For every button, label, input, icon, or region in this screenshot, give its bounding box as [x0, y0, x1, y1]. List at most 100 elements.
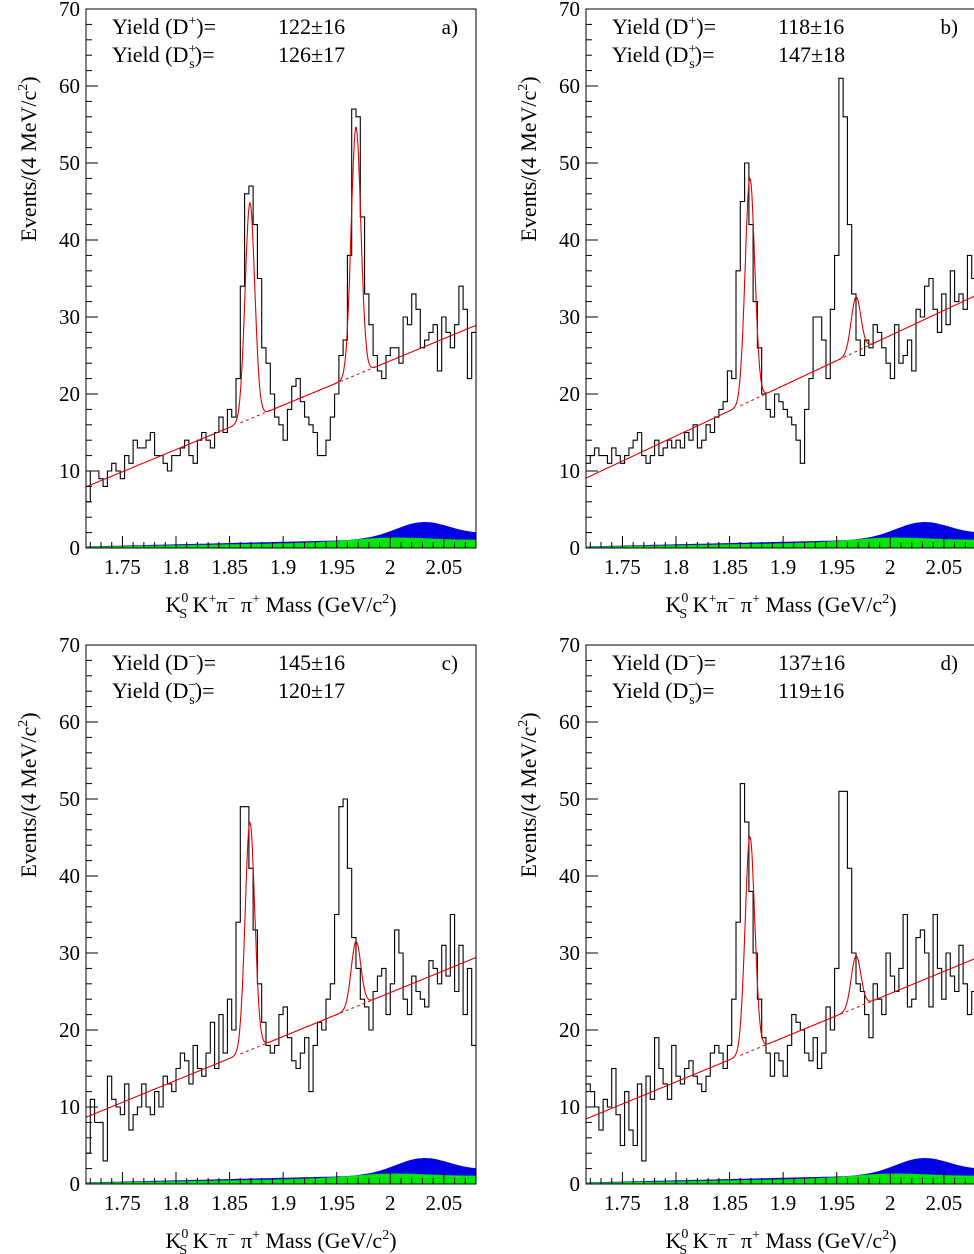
y-tick-label: 0	[70, 536, 81, 560]
x-tick-label: 1.8	[163, 1191, 189, 1215]
panel-tag: b)	[941, 15, 959, 39]
y-tick-label: 40	[559, 864, 580, 888]
y-axis-title: Events/(4 MeV/c2)	[516, 76, 541, 241]
yield-value: 122±16	[278, 14, 345, 39]
background-green-band	[86, 537, 476, 548]
plot-frame	[85, 8, 477, 549]
y-tick-label: 50	[559, 151, 580, 175]
yield-value: 118±16	[778, 14, 844, 39]
x-tick-label: 1.85	[211, 555, 248, 579]
x-tick-label: 1.9	[270, 1191, 296, 1215]
panel-a: 0 10 20 30 40 50 60 70 1.75 1.8 1.85 1.9 1.95 2 2.05 Ev…	[16, 0, 477, 622]
background-green-band	[86, 1173, 476, 1184]
panel-d: 0 10 20 30 40 50 60 70 1.75 1.8 1.85 1.9 1.95 2 2.05 Ev…	[516, 633, 974, 1254]
y-tick-label: 70	[59, 633, 80, 657]
histogram	[586, 77, 974, 464]
y-tick-label: 30	[559, 305, 580, 329]
yield-value: 145±16	[278, 650, 345, 675]
background-fit-dashed	[740, 340, 880, 407]
x-tick-label: 1.8	[663, 1191, 689, 1215]
yield-value: 137±16	[778, 650, 845, 675]
histogram	[86, 798, 476, 1162]
y-tick-label: 20	[559, 382, 580, 406]
y-axis-title: Events/(4 MeV/c2)	[516, 712, 541, 877]
x-tick-label: 2.05	[925, 555, 962, 579]
x-tick-label: 2.05	[925, 1191, 962, 1215]
y-tick-label: 30	[559, 941, 580, 965]
y-tick-label: 10	[59, 459, 80, 483]
x-tick-label: 2	[885, 1191, 896, 1215]
x-tick-label: 1.85	[711, 555, 748, 579]
y-tick-label: 10	[559, 1095, 580, 1119]
y-tick-label: 50	[559, 787, 580, 811]
y-tick-label: 40	[59, 864, 80, 888]
background-green-band	[586, 537, 974, 548]
panel-c: 0 10 20 30 40 50 60 70 1.75 1.8 1.85 1.9 1.95 2 2.05 Ev…	[16, 633, 477, 1254]
panel-b: 0 10 20 30 40 50 60 70 1.75 1.8 1.85 1.9 1.95 2 2.05 Ev…	[516, 0, 974, 622]
y-tick-label: 0	[570, 536, 581, 560]
x-axis-title: K0 S K−π− π+ Mass (GeV/c2)	[665, 1227, 896, 1254]
histogram	[86, 108, 476, 503]
x-tick-label: 1.95	[818, 555, 855, 579]
x-axis-title: K0 S K+π− π+ Mass (GeV/c2)	[165, 591, 396, 622]
y-tick-label: 30	[59, 305, 80, 329]
x-tick-label: 1.75	[104, 555, 141, 579]
y-tick-label: 50	[59, 151, 80, 175]
plot-area	[86, 798, 476, 1184]
x-tick-label: 2	[385, 1191, 396, 1215]
yield-label: Yield (D−)=	[612, 650, 716, 675]
y-tick-label: 20	[559, 1018, 580, 1042]
fit-curve	[86, 126, 476, 488]
x-tick-label: 1.75	[604, 1191, 641, 1215]
histogram	[586, 783, 974, 1162]
y-axis-title: Events/(4 MeV/c2)	[16, 712, 41, 877]
x-axis-title: K0 S K+π− π+ Mass (GeV/c2)	[665, 591, 896, 622]
yield-value: 126±17	[278, 42, 345, 67]
yield-value: 119±16	[778, 678, 844, 703]
x-tick-label: 1.85	[211, 1191, 248, 1215]
yield-value: 147±18	[778, 42, 845, 67]
y-tick-label: 70	[59, 0, 80, 21]
x-tick-label: 1.95	[318, 555, 355, 579]
yield-label: Yield (D+)=	[112, 14, 216, 39]
background-fit-dashed	[740, 997, 880, 1056]
x-tick-label: 1.8	[663, 555, 689, 579]
y-tick-label: 60	[559, 74, 580, 98]
yield-label: Yield (D+)=	[612, 14, 716, 39]
yield-label: Yield (D+ s)=	[612, 42, 714, 72]
y-tick-label: 60	[559, 710, 580, 734]
panel-tag: c)	[442, 651, 458, 675]
plot-frame	[585, 8, 974, 549]
yield-label: Yield (D+ s)=	[112, 42, 214, 72]
panel-tag: d)	[941, 651, 959, 675]
background-fit-dashed	[240, 364, 380, 424]
y-tick-label: 60	[59, 74, 80, 98]
plot-area	[86, 108, 476, 548]
plot-frame	[85, 644, 477, 1185]
panel-tag: a)	[442, 15, 458, 39]
y-tick-label: 60	[59, 710, 80, 734]
x-tick-label: 2	[385, 555, 396, 579]
y-tick-label: 30	[59, 941, 80, 965]
y-tick-label: 0	[570, 1172, 581, 1196]
x-tick-label: 1.95	[318, 1191, 355, 1215]
y-tick-label: 40	[59, 228, 80, 252]
fit-curve	[86, 821, 476, 1118]
y-tick-label: 70	[559, 633, 580, 657]
x-tick-label: 1.75	[604, 555, 641, 579]
x-tick-label: 1.75	[104, 1191, 141, 1215]
x-tick-label: 2.05	[425, 1191, 462, 1215]
background-green-band	[586, 1173, 974, 1184]
yield-label: Yield (D− s)=	[112, 678, 214, 708]
background-fit-dashed	[240, 996, 380, 1055]
x-tick-label: 2.05	[425, 555, 462, 579]
x-tick-label: 1.8	[163, 555, 189, 579]
y-tick-label: 10	[559, 459, 580, 483]
x-tick-label: 1.95	[818, 1191, 855, 1215]
y-tick-label: 50	[59, 787, 80, 811]
y-tick-label: 70	[559, 0, 580, 21]
plot-frame	[585, 644, 974, 1185]
y-tick-label: 20	[59, 1018, 80, 1042]
yield-label: Yield (D−)=	[112, 650, 216, 675]
